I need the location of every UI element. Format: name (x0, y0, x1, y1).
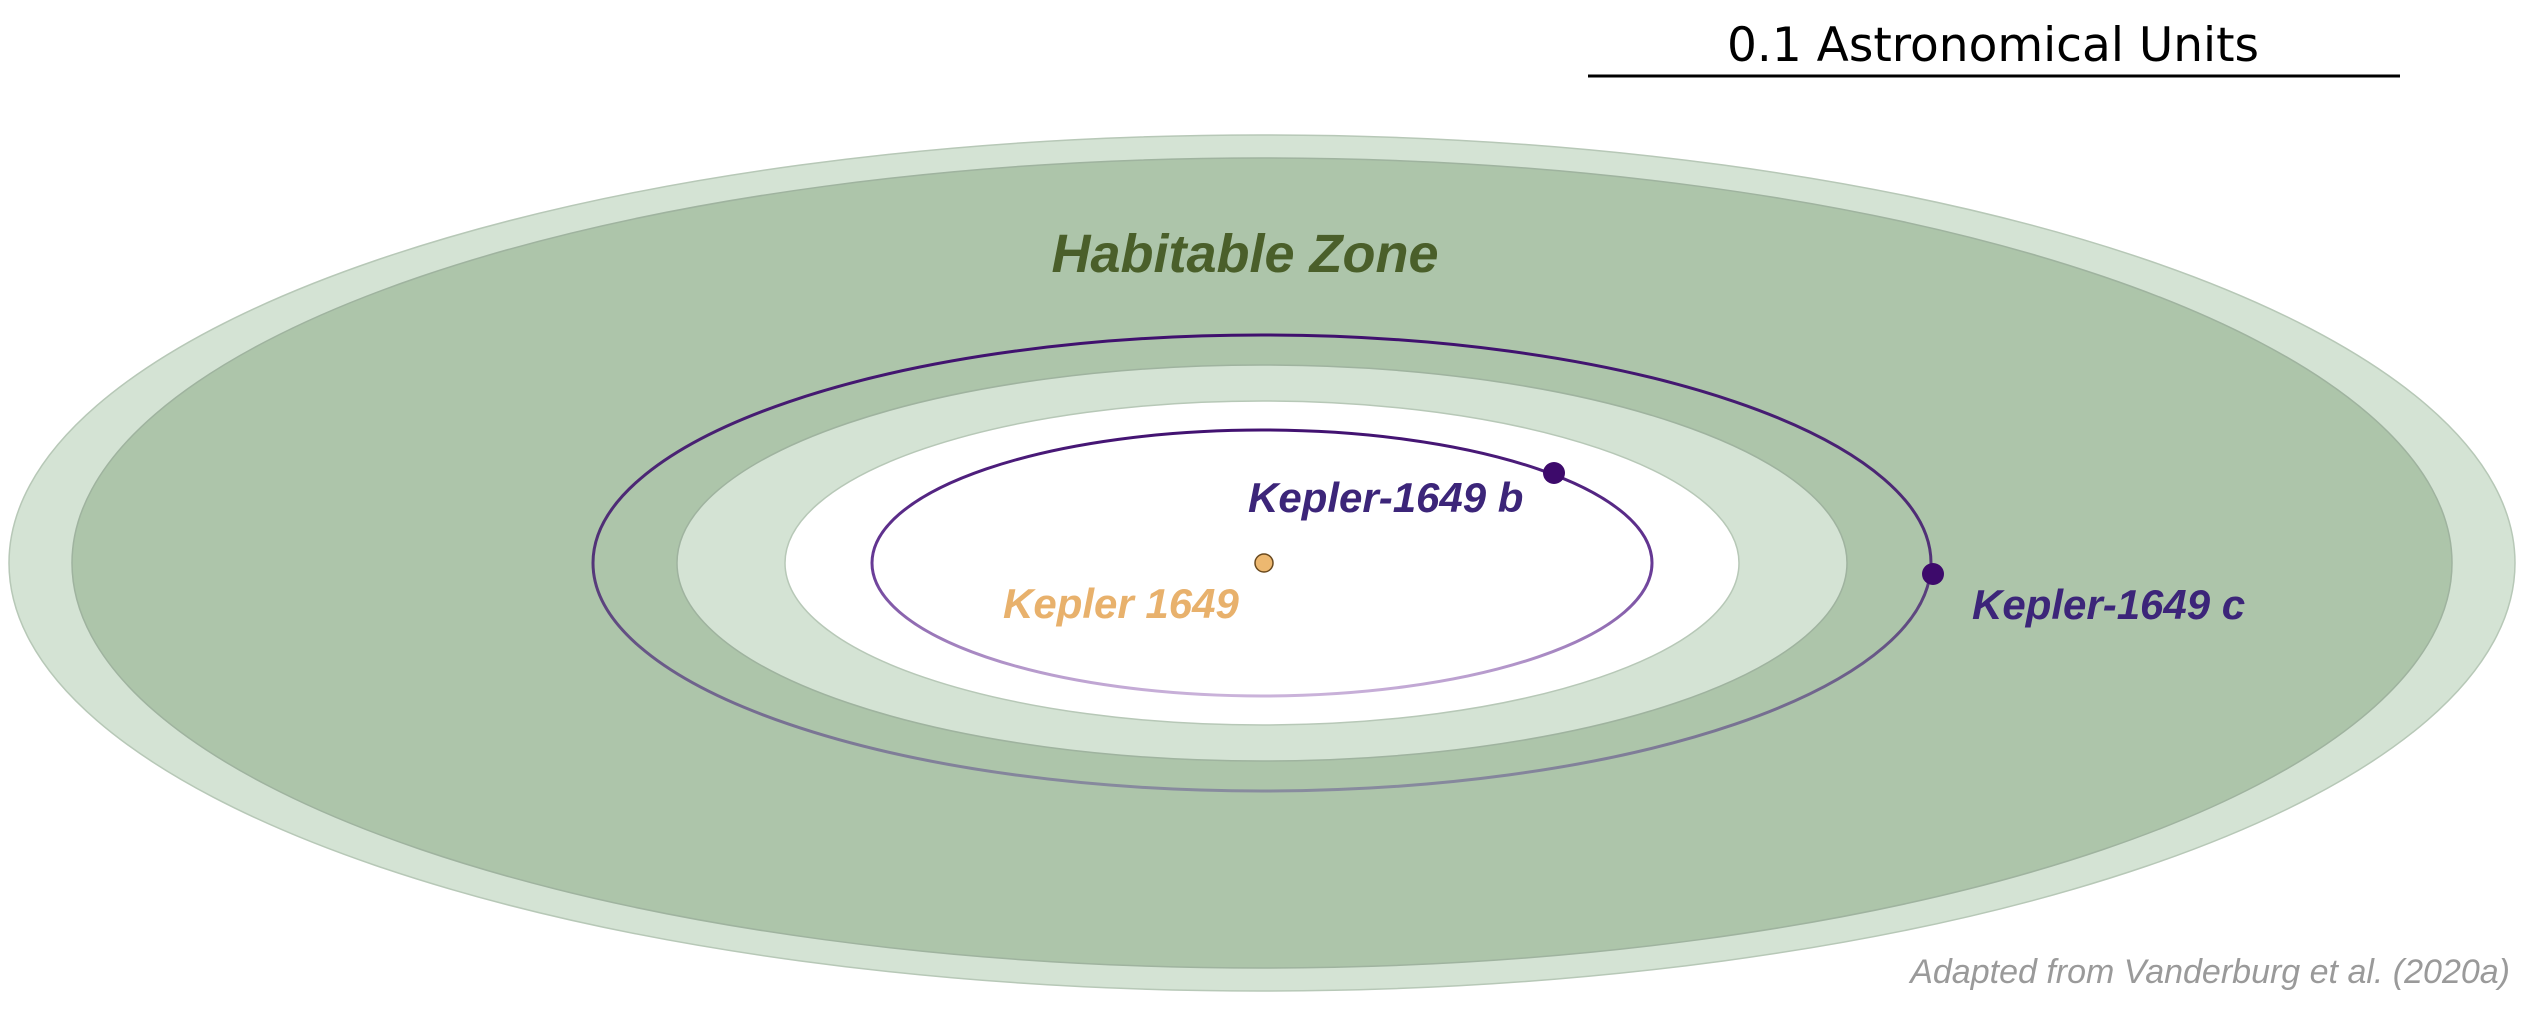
star-label: Kepler 1649 (1003, 580, 1239, 627)
scale-bar-label: 0.1 Astronomical Units (1727, 18, 2259, 73)
orbit-kepler-1649-b (870, 428, 1654, 698)
planet-b-label: Kepler-1649 b (1248, 474, 1523, 521)
star-kepler-1649 (1254, 553, 1274, 573)
planet-c-label: Kepler-1649 c (1972, 581, 2245, 628)
credit-text: Adapted from Vanderburg et al. (2020a) (1908, 953, 2510, 991)
habitable-zone-label: Habitable Zone (1051, 224, 1438, 284)
planet-kepler-1649-c (1922, 563, 1944, 585)
orbit-kepler-1649-c (591, 333, 1933, 793)
planet-kepler-1649-b (1543, 462, 1565, 484)
